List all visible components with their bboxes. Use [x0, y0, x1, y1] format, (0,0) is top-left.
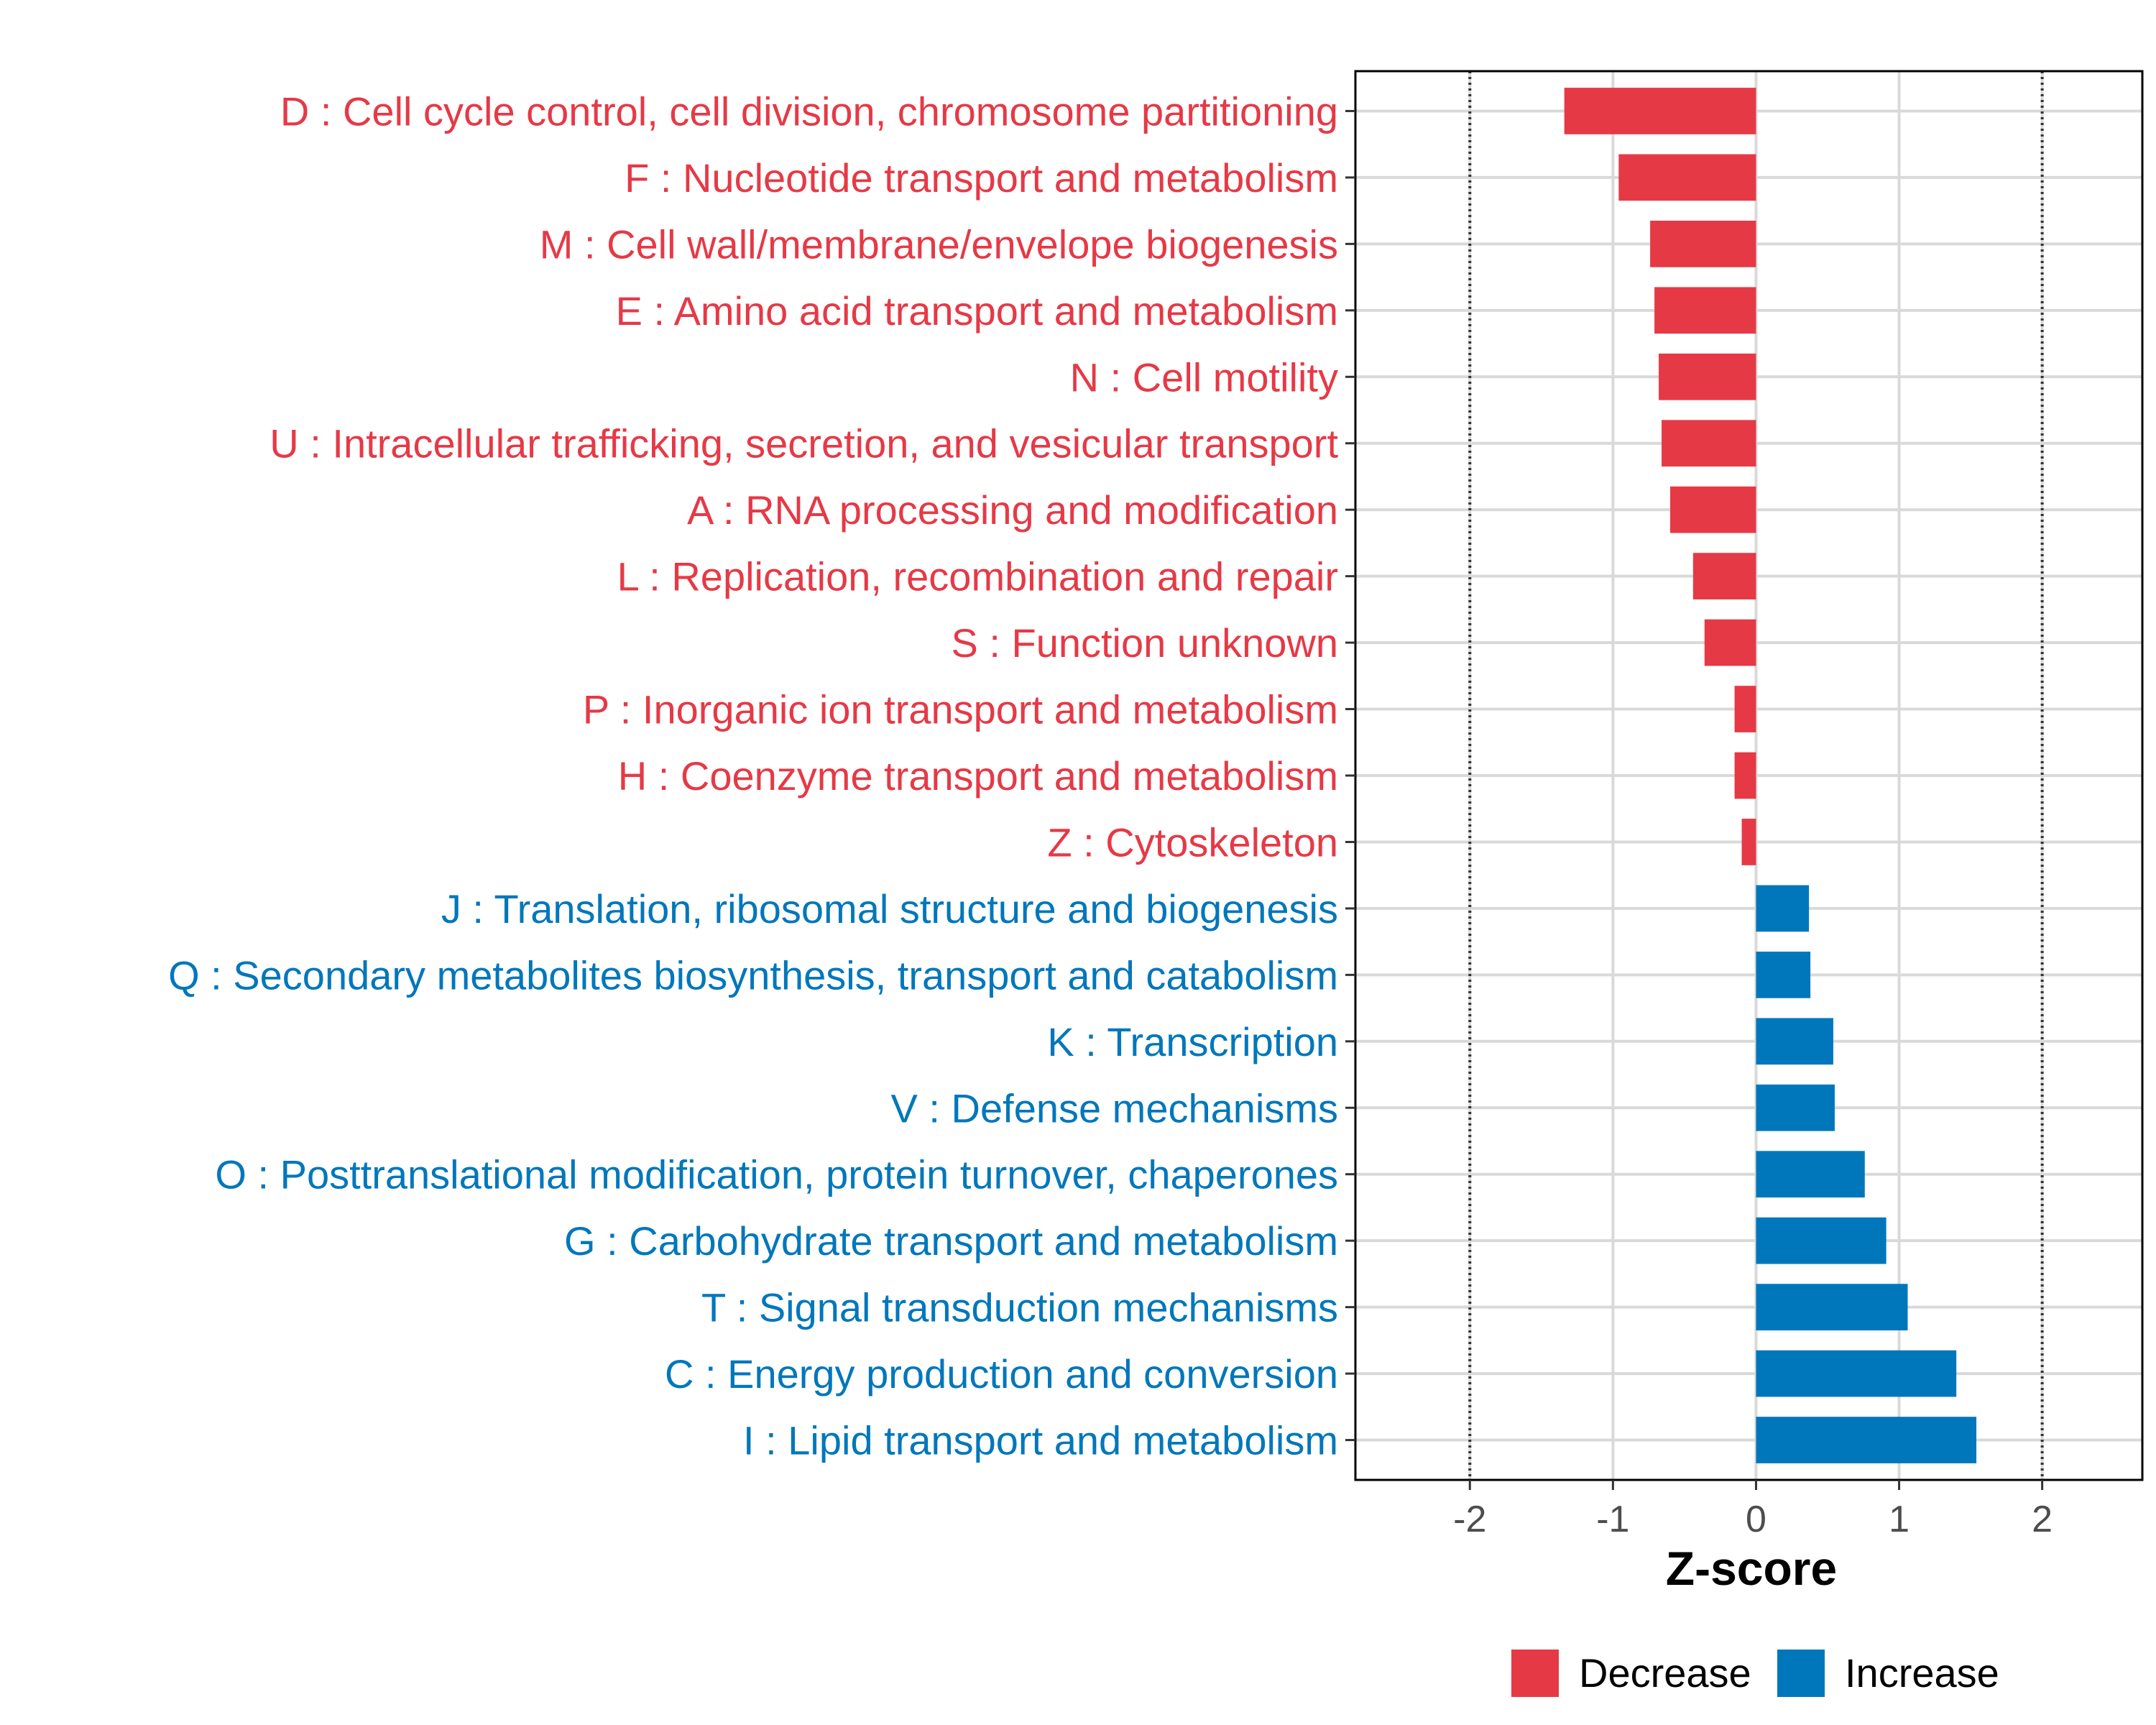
category-label: L : Replication, recombination and repai… [617, 554, 1338, 599]
category-label: P : Inorganic ion transport and metaboli… [583, 687, 1338, 732]
bar-decrease [1741, 819, 1756, 865]
category-label: Z : Cytoskeleton [1047, 819, 1338, 865]
bar-decrease [1670, 486, 1756, 533]
category-label: M : Cell wall/membrane/envelope biogenes… [540, 221, 1338, 267]
bar-increase [1756, 885, 1810, 932]
reference-lines [1468, 71, 2044, 1480]
bar-decrease [1659, 353, 1756, 400]
category-label: A : RNA processing and modification [687, 487, 1338, 533]
bar-decrease [1734, 686, 1756, 732]
legend-swatch-increase [1777, 1650, 1825, 1697]
category-label: G : Carbohydrate transport and metabolis… [564, 1218, 1338, 1264]
category-label: C : Energy production and conversion [665, 1351, 1338, 1397]
bar-decrease [1734, 752, 1756, 799]
bar-decrease [1692, 553, 1756, 599]
bar-decrease [1662, 420, 1756, 467]
bar-increase [1756, 1151, 1865, 1198]
x-tick-label: -2 [1453, 1499, 1486, 1540]
bar-increase [1756, 952, 1811, 998]
bar-increase [1756, 1217, 1886, 1264]
bar-increase [1756, 1084, 1835, 1131]
category-label: S : Function unknown [951, 620, 1338, 666]
x-tick-label: 1 [1889, 1499, 1909, 1540]
category-label: J : Translation, ribosomal structure and… [441, 886, 1338, 932]
category-labels: I : Lipid transport and metabolism C : En… [168, 88, 1338, 1463]
bar-decrease [1704, 619, 1756, 666]
category-label: E : Amino acid transport and metabolism [616, 288, 1338, 334]
bar-decrease [1618, 154, 1756, 201]
legend: Decrease Increase [1511, 1650, 1999, 1697]
category-label: F : Nucleotide transport and metabolism [625, 155, 1338, 201]
category-label: I : Lipid transport and metabolism [743, 1418, 1338, 1463]
bar-decrease [1650, 221, 1756, 267]
bar-increase [1756, 1350, 1957, 1397]
x-tick-label: 2 [2032, 1499, 2053, 1540]
x-axis-title: Z-score [1666, 1542, 1837, 1595]
bar-increase [1756, 1018, 1833, 1065]
legend-label-decrease: Decrease [1579, 1650, 1751, 1696]
bar-decrease [1654, 287, 1756, 334]
category-label: K : Transcription [1047, 1019, 1338, 1064]
legend-label-increase: Increase [1845, 1650, 1999, 1696]
category-label: H : Coenzyme transport and metabolism [618, 753, 1338, 799]
category-label: V : Defense mechanisms [891, 1085, 1338, 1131]
category-label: O : Posttranslational modification, prot… [215, 1152, 1338, 1197]
bar-decrease [1564, 88, 1756, 134]
y-axis-ticks [1345, 109, 1355, 1442]
x-tick-label: 0 [1746, 1499, 1766, 1540]
category-label: D : Cell cycle control, cell division, c… [280, 88, 1338, 134]
bar-increase [1756, 1417, 1977, 1463]
x-axis-ticks: -2 -1 0 1 2 [1453, 1480, 2053, 1540]
category-label: U : Intracellular trafficking, secretion… [270, 421, 1338, 466]
category-label: Q : Secondary metabolites biosynthesis, … [168, 952, 1338, 998]
category-label: N : Cell motility [1070, 354, 1338, 400]
bar-increase [1756, 1284, 1908, 1330]
legend-swatch-decrease [1511, 1650, 1559, 1697]
x-tick-label: -1 [1596, 1499, 1629, 1540]
category-label: T : Signal transduction mechanisms [701, 1285, 1338, 1330]
bars [1564, 88, 1977, 1463]
